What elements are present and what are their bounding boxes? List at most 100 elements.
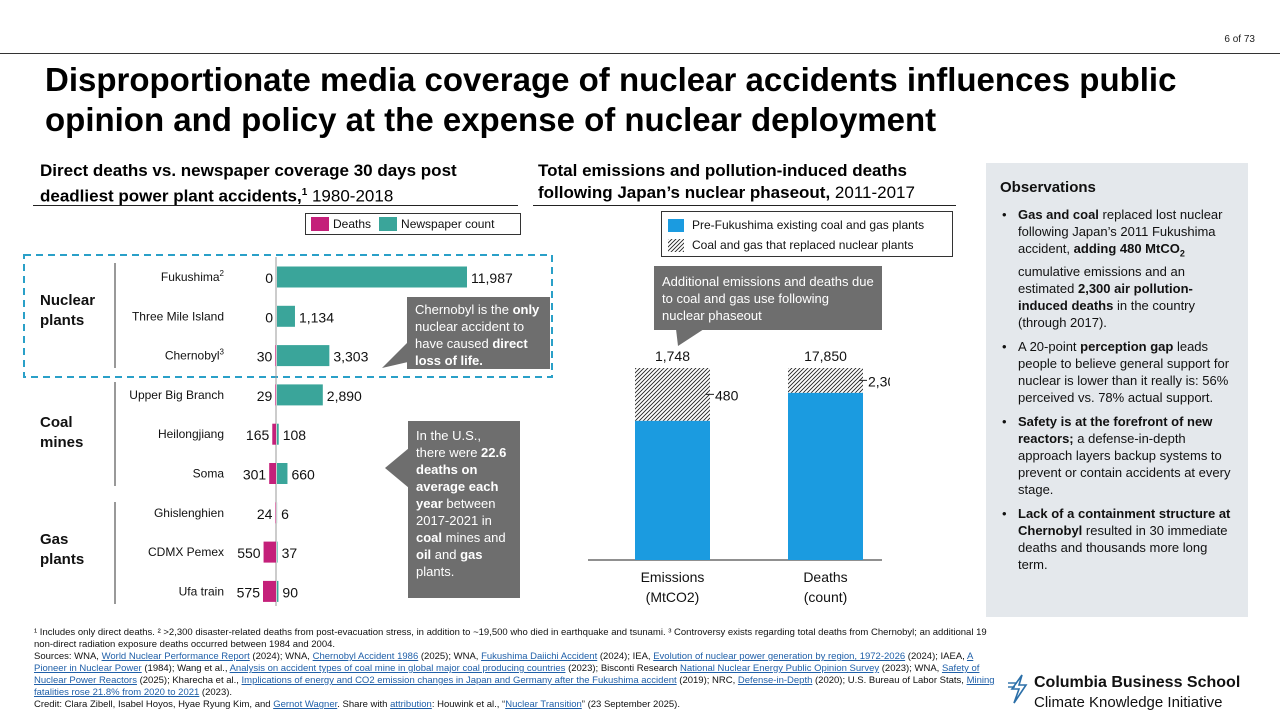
source-link[interactable]: National Nuclear Energy Public Opinion S… [680,663,880,674]
callout-us-text1: In the U.S., there were [416,428,482,460]
obs0-t2: cumulative emissions and an estimated [1018,263,1185,296]
source-text: Credit: Clara Zibell, Isabel Hoyos, Hyae… [34,699,274,710]
source-link[interactable]: attribution [390,699,432,710]
deaths-value-label: 301 [243,467,267,483]
source-text: (2024); WNA, [249,651,313,662]
source-link[interactable]: Analysis on accident types of coal mine … [229,663,566,674]
callout-japan-pointer [676,329,704,346]
deaths-bar [275,502,276,524]
callout-us: In the U.S., there were 22.6 deaths on a… [408,421,520,598]
callout-us-text2: between 2017-2021 in [416,496,496,528]
obs2-b1: Safety is at the forefront of new reacto… [1018,413,1213,446]
newspaper-bar [277,384,323,406]
deaths-value-label: 165 [246,427,270,443]
source-link[interactable]: Evolution of nuclear power generation by… [653,651,906,662]
replaced-bar [635,368,710,421]
group-label-nuclear-line1: Nuclear [40,292,96,309]
logo-line1: Columbia Business School [1034,674,1241,691]
obs2-t1: a defense-in-depth approach layers backu… [1018,430,1231,497]
source-link[interactable]: Chernobyl Accident 1986 [312,651,419,662]
cbs-logo[interactable]: Columbia Business School Climate Knowled… [1006,674,1276,714]
category-label: Heilongjiang [158,427,224,441]
source-link[interactable]: Mining fatalities rose 21.8% from 2020 t… [34,675,995,698]
header-rule [0,53,1280,54]
observations-list: Gas and coal replaced lost nuclear follo… [1000,206,1234,573]
obs0-b3: 2,300 air pollution-induced deaths [1018,280,1193,313]
callout-chernobyl-pointer [382,342,408,368]
newspaper-bar [277,305,295,327]
group-label-nuclear-line2: plants [40,312,85,329]
category-label: Ufa train [179,584,224,598]
callout-japan: Additional emissions and deaths due to c… [654,266,882,330]
obs0-b1: Gas and coal [1018,207,1099,222]
callout-chernobyl: Chernobyl is the only nuclear accident t… [407,297,550,369]
obs0-t3: in the country (through 2017). [1018,297,1196,330]
right-title-rule [533,205,956,206]
deaths-bar [263,580,276,602]
source-link[interactable]: Gernot Wagner [273,699,338,710]
right-chart-title: Total emissions and pollution-induced de… [538,160,978,204]
callout-us-text4: and [431,547,461,562]
deaths-value-label: 24 [257,506,273,522]
legend-newspaper-label: Newspaper count [401,217,495,231]
page-number: 6 of 73 [1224,34,1255,45]
left-chart-title-sup: 1 [301,187,308,198]
source-text: (2019); NRC, [676,675,738,686]
group-label-gas-line1: Gas [40,531,69,548]
left-chart-title-bold: Direct deaths vs. newspaper coverage 30 … [40,161,457,206]
source-text: (2023); WNA, [879,663,942,674]
obs3-t1: resulted in 30 immediate deaths and thou… [1018,522,1228,572]
source-link[interactable]: Fukushima Daiichi Accident [481,651,598,662]
category-label: CDMX Pemex [148,545,224,559]
source-link[interactable]: Defense-in-Depth [737,675,813,686]
x-category-label: Emissions [641,569,705,585]
source-text: ” (23 September 2025). [581,699,680,710]
callout-us-bold2: coal [416,530,443,545]
left-chart-title-years: 1980-2018 [307,186,394,206]
obs0-b2: adding 480 MtCO [1073,241,1180,256]
group-label-coal-line1: Coal [40,414,73,431]
callout-chernobyl-text2: nuclear accident to have caused [415,319,525,351]
replaced-bar [788,368,863,393]
callout-us-text5: plants. [416,564,455,579]
existing-bar [635,420,710,560]
newspaper-value-label: 90 [282,584,298,600]
left-title-rule [33,205,518,206]
category-label: Fukushima2 [161,269,225,284]
total-value-label: 17,850 [804,348,847,364]
replaced-value-label: 2,300 [868,373,890,389]
source-text: (2023); Bisconti Research [565,663,681,674]
observations-heading: Observations [1000,179,1096,196]
observation-item: Lack of a containment structure at Chern… [1000,505,1234,573]
category-label: Soma [193,467,225,481]
deaths-bar [272,423,276,445]
right-chart-title-bold: Total emissions and pollution-induced de… [538,161,907,202]
newspaper-value-label: 2,890 [327,388,362,404]
group-label-gas: Gas plants [40,530,84,570]
newspaper-value-label: 11,987 [471,270,513,286]
source-link[interactable]: Nuclear Transition [505,699,582,710]
credit-line: Credit: Clara Zibell, Isabel Hoyos, Hyae… [34,699,1000,711]
observation-item: A 20-point perception gap leads people t… [1000,338,1234,406]
footnote-line: ¹ Includes only direct deaths. ² >2,300 … [34,627,987,650]
source-link[interactable]: World Nuclear Performance Report [101,651,250,662]
obs1-b1: perception gap [1080,338,1174,354]
obs3-b1: Lack of a containment structure at Chern… [1018,505,1231,538]
legend-replaced-swatch [668,238,684,252]
deaths-value-label: 30 [257,349,273,365]
source-text: . Share with [337,699,391,710]
newspaper-bar [277,463,288,484]
newspaper-value-label: 3,303 [333,349,368,365]
group-label-gas-line2: plants [40,551,85,568]
callout-chernobyl-text1: Chernobyl is the [415,302,513,317]
category-label: Three Mile Island [132,309,224,323]
newspaper-value-label: 6 [281,506,289,522]
source-link[interactable]: A Pioneer in Nuclear Power [34,651,974,674]
legend-existing-swatch [668,218,684,232]
category-label: Upper Big Branch [129,388,224,402]
newspaper-value-label: 108 [283,427,307,443]
source-link[interactable]: Implications of energy and CO2 emission … [241,675,677,686]
newspaper-bar [277,423,279,445]
left-legend: Deaths Newspaper count [305,213,521,235]
source-link[interactable]: Safety of Nuclear Power Reactors [34,663,980,686]
